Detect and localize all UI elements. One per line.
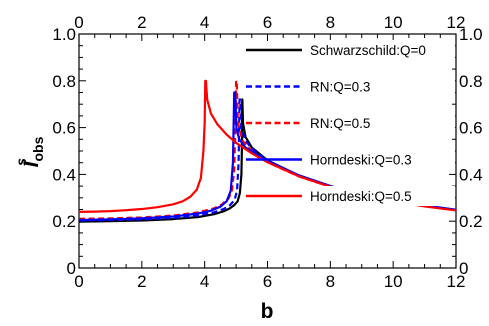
legend-label: RN:Q=0.3 [310,80,370,95]
y-tick-label-left: 1.0 [52,25,76,44]
legend-text-background [308,113,455,133]
legend-item: Horndeski:Q=0.5 [246,186,455,206]
y-axis-label-sub: obs [30,136,46,161]
y-tick-label-right: 1.0 [459,25,483,44]
legend-text-background [308,76,455,97]
x-tick-label-top: 12 [447,13,466,32]
legend-text-background [308,186,455,206]
x-tick-label-top: 0 [74,13,83,32]
x-axis-label: b [261,300,274,323]
y-tick-label-right: 0.4 [459,165,483,184]
x-tick-label-top: 10 [384,13,403,32]
y-tick-label-right: 0.8 [459,72,483,91]
x-tick-label-top: 6 [263,13,272,32]
x-tick-label-top: 8 [326,13,335,32]
legend-item: RN:Q=0.3 [246,76,455,97]
x-tick-label-top: 4 [200,13,209,32]
x-tick-label-top: 2 [137,13,146,32]
legend: Schwarzschild:Q=0 RN:Q=0.3 RN:Q=0.5 Horndes… [246,40,455,206]
x-tick-label-bottom: 0 [74,272,83,291]
legend-label: Schwarzschild:Q=0 [310,43,426,58]
y-tick-label-left: 0.6 [52,119,76,138]
y-tick-label-left: 0.2 [52,212,76,231]
x-tick-label-bottom: 4 [200,272,209,291]
svg-text:Iobs: Iobs [20,136,46,167]
y-tick-label-left: 0.8 [52,72,76,91]
legend-item: RN:Q=0.5 [246,113,455,133]
y-tick-label-left: 0.4 [52,165,76,184]
y-tick-label-right: 0.2 [459,212,483,231]
legend-label: Horndeski:Q=0.3 [310,153,412,168]
y-tick-label-right: 0 [459,259,468,278]
y-axis-label-main: I [20,160,43,167]
x-tick-label-bottom: 10 [384,272,403,291]
legend-label: RN:Q=0.5 [310,116,370,131]
legend-text-background [308,149,455,170]
series-line-5 [78,79,457,213]
legend-item: Schwarzschild:Q=0 [246,40,455,60]
x-tick-label-bottom: 8 [326,272,335,291]
y-axis-label: Iobs s [13,136,46,167]
x-tick-label-bottom: 6 [263,272,272,291]
y-axis-label-sup: s [13,158,29,166]
legend-label: Horndeski:Q=0.5 [310,189,412,204]
legend-item: Horndeski:Q=0.3 [246,149,455,170]
legend-text-background [308,40,455,60]
y-tick-label-left: 0 [67,259,76,278]
x-tick-label-bottom: 12 [447,272,466,291]
x-tick-label-bottom: 2 [137,272,146,291]
y-tick-label-right: 0.6 [459,119,483,138]
